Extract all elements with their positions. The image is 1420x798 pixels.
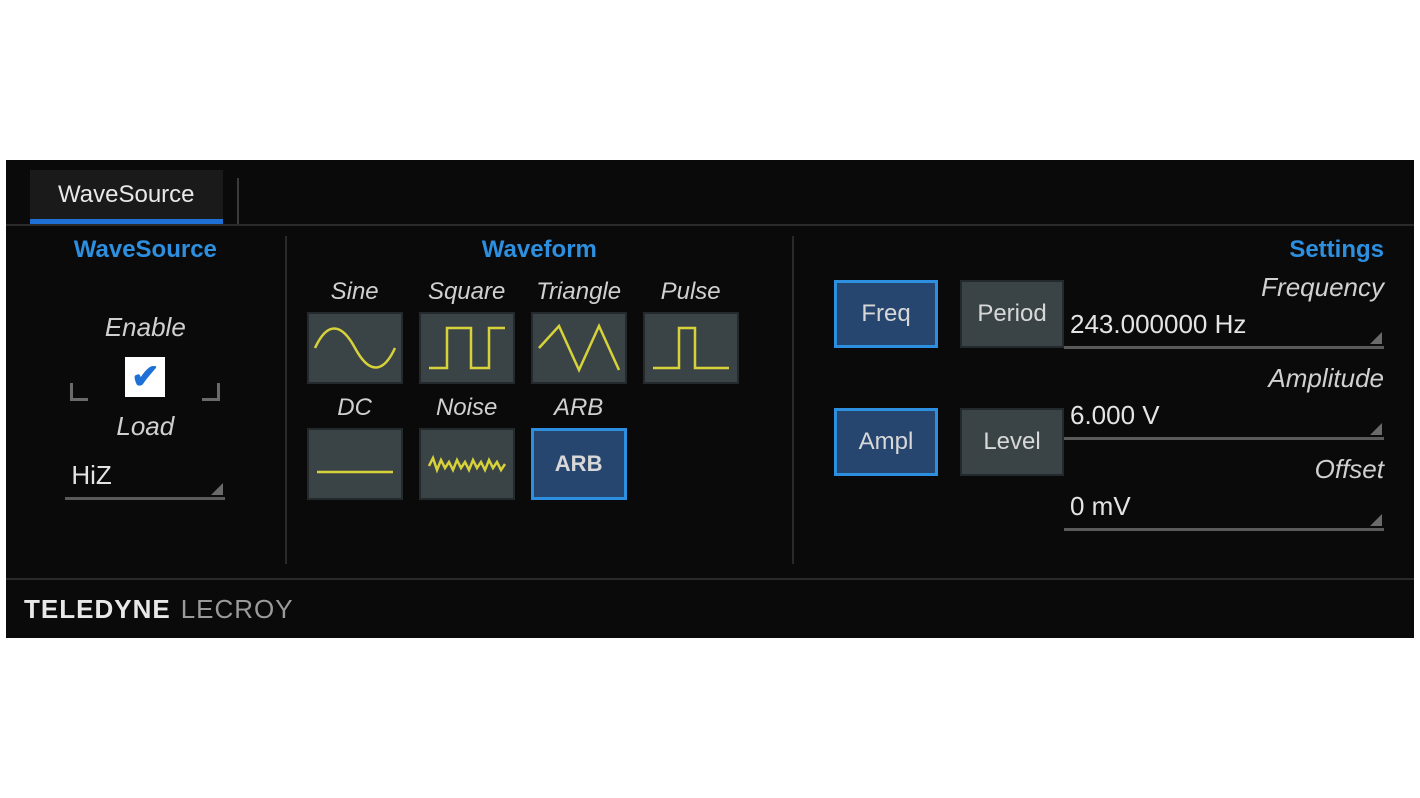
enable-checkbox-wrap: ✔ — [70, 357, 220, 397]
triangle-icon — [537, 320, 621, 376]
brand-footer: TELEDYNE LECROY — [6, 578, 1414, 638]
brand-teledyne: TELEDYNE — [24, 594, 171, 625]
toggle-period-label: Period — [977, 300, 1046, 328]
tab-wavesource[interactable]: WaveSource — [30, 170, 223, 224]
wf-label-dc: DC — [337, 394, 372, 422]
wf-btn-triangle[interactable] — [531, 312, 627, 384]
frequency-label: Frequency — [1261, 272, 1384, 303]
wf-btn-pulse[interactable] — [643, 312, 739, 384]
frequency-value: 243.000000 Hz — [1070, 309, 1246, 339]
wf-label-sine: Sine — [331, 278, 379, 306]
toggle-freq[interactable]: Freq — [834, 280, 938, 348]
wf-label-square: Square — [428, 278, 505, 306]
tab-divider — [237, 178, 239, 224]
sine-icon — [313, 320, 397, 376]
amplitude-value: 6.000 V — [1070, 400, 1160, 430]
wf-btn-dc[interactable] — [307, 428, 403, 500]
bracket-icon — [202, 383, 220, 401]
load-label: Load — [116, 411, 174, 442]
toggle-level-label: Level — [983, 428, 1040, 456]
bracket-icon — [70, 383, 88, 401]
wf-label-triangle: Triangle — [536, 278, 621, 306]
tab-bar: WaveSource — [6, 160, 1414, 224]
toggle-ampl[interactable]: Ampl — [834, 408, 938, 476]
load-field[interactable]: HiZ — [65, 456, 225, 500]
amplitude-label: Amplitude — [1268, 363, 1384, 394]
square-icon — [425, 320, 509, 376]
enable-checkbox[interactable]: ✔ — [125, 357, 165, 397]
wf-label-arb: ARB — [554, 394, 603, 422]
section-settings: Freq Period Ampl Level Settings Frequenc… — [792, 236, 1414, 564]
frequency-field[interactable]: 243.000000 Hz — [1064, 305, 1384, 349]
brand-lecroy: LECROY — [181, 594, 294, 625]
section-waveform: Waveform Sine Square — [285, 236, 792, 564]
sections: WaveSource Enable ✔ Load HiZ Waveform — [6, 224, 1414, 564]
toggle-period[interactable]: Period — [960, 280, 1064, 348]
offset-label: Offset — [1315, 454, 1384, 485]
offset-field[interactable]: 0 mV — [1064, 487, 1384, 531]
section-wavesource: WaveSource Enable ✔ Load HiZ — [6, 236, 285, 564]
wf-btn-noise[interactable] — [419, 428, 515, 500]
checkmark-icon: ✔ — [131, 360, 160, 394]
wf-label-noise: Noise — [436, 394, 497, 422]
load-value: HiZ — [71, 460, 111, 490]
arb-text: ARB — [555, 451, 603, 477]
wavesource-panel: WaveSource WaveSource Enable ✔ Load HiZ — [6, 160, 1414, 638]
dc-icon — [313, 436, 397, 492]
offset-value: 0 mV — [1070, 491, 1131, 521]
section-title-wavesource: WaveSource — [26, 236, 265, 272]
enable-label: Enable — [105, 312, 186, 343]
pulse-icon — [649, 320, 733, 376]
wf-btn-square[interactable] — [419, 312, 515, 384]
toggle-freq-label: Freq — [861, 300, 910, 328]
noise-icon — [425, 436, 509, 492]
wf-btn-arb[interactable]: ARB — [531, 428, 627, 500]
amplitude-field[interactable]: 6.000 V — [1064, 396, 1384, 440]
wf-btn-sine[interactable] — [307, 312, 403, 384]
toggle-level[interactable]: Level — [960, 408, 1064, 476]
toggle-ampl-label: Ampl — [859, 428, 914, 456]
section-title-waveform: Waveform — [307, 236, 772, 272]
section-title-settings: Settings — [774, 236, 1394, 272]
tab-label: WaveSource — [58, 181, 195, 209]
wf-label-pulse: Pulse — [661, 278, 721, 306]
